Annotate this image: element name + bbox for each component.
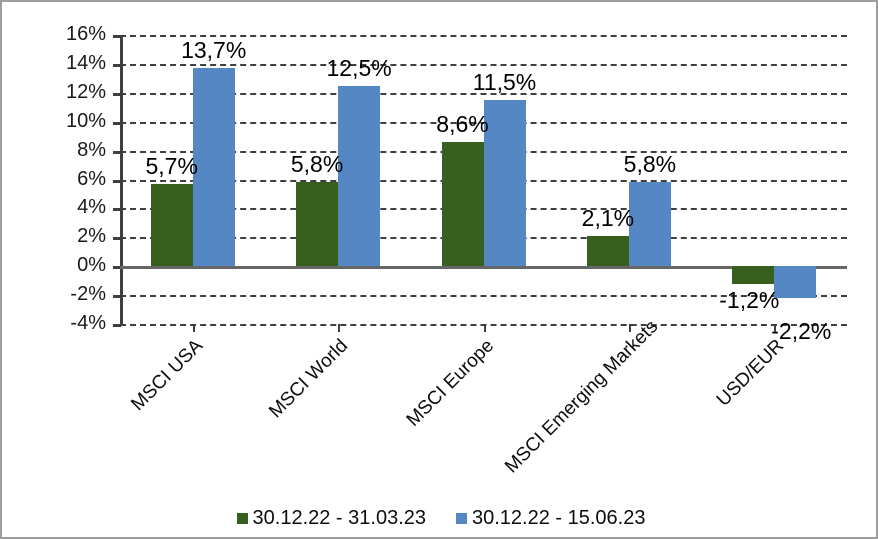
bar-series2[interactable] — [483, 100, 526, 267]
x-axis-category-label: MSCI Emerging Markets — [500, 316, 663, 478]
x-axis-category-label: MSCI Europe — [402, 335, 498, 431]
legend-item-1[interactable]: 30.12.22 - 31.03.23 — [236, 507, 426, 530]
y-axis-tick — [113, 63, 121, 67]
bar-value-label: 8,6% — [436, 110, 489, 137]
gridline-0 — [120, 266, 847, 270]
legend-item-2[interactable]: 30.12.22 - 15.06.23 — [456, 507, 645, 530]
gridline-14 — [120, 63, 847, 66]
legend-swatch-icon — [456, 513, 467, 524]
bar-series2[interactable] — [338, 85, 381, 267]
y-axis-label: 10% — [65, 109, 106, 132]
x-axis-category-label: MSCI USA — [127, 335, 207, 416]
y-axis-label: 2% — [77, 225, 106, 248]
gridline-12 — [120, 92, 847, 95]
bar-value-label: 11,5% — [472, 69, 537, 96]
y-axis-tick — [113, 121, 121, 125]
y-axis-label: 14% — [65, 51, 106, 74]
bar-value-label: 13,7% — [181, 37, 247, 64]
y-axis-label: 6% — [77, 167, 106, 190]
bar-value-label: 12,5% — [326, 54, 392, 81]
y-axis-label: 4% — [77, 196, 106, 219]
y-axis-tick — [113, 150, 121, 154]
bar-value-label: 2,1% — [581, 204, 635, 231]
y-axis-label: 0% — [77, 254, 106, 277]
y-axis-tick — [113, 92, 121, 96]
y-axis-tick — [113, 179, 121, 183]
bar-value-label: 5,8% — [623, 151, 677, 178]
bar-value-label: -2,2% — [771, 317, 832, 344]
legend-item-label: 30.12.22 - 31.03.23 — [252, 507, 426, 529]
y-axis-tick — [113, 35, 121, 38]
gridline-16 — [120, 35, 847, 37]
bar-series1[interactable] — [296, 182, 339, 267]
y-axis-label: -2% — [70, 283, 106, 306]
x-axis-tick — [774, 324, 777, 332]
x-axis-tick — [338, 324, 341, 332]
bar-series1[interactable] — [732, 266, 775, 284]
plot-area: 5,7% 13,7% 5,8% 12,5% 8,6% 11,5% 2,1% 5,8% -1,2%… — [120, 35, 847, 342]
bar-series1[interactable] — [150, 183, 193, 267]
bar-series1[interactable] — [441, 141, 484, 267]
y-axis-label: 12% — [65, 80, 106, 103]
y-axis-tick — [113, 324, 121, 327]
y-axis-label: 8% — [77, 138, 106, 161]
y-axis-tick — [113, 237, 121, 241]
y-axis-tick — [113, 266, 121, 270]
x-axis-category-label: USD/EUR — [713, 335, 789, 411]
chart-legend: 30.12.22 - 31.03.23 30.12.22 - 15.06.23 — [2, 507, 878, 530]
bar-series1[interactable] — [586, 235, 629, 267]
y-axis-label: -4% — [70, 312, 106, 334]
x-axis-tick — [483, 324, 486, 332]
bar-value-label: 5,8% — [290, 151, 344, 178]
bar-series2[interactable] — [774, 266, 817, 298]
y-axis-tick — [113, 295, 121, 299]
legend-item-label: 30.12.22 - 15.06.23 — [472, 507, 646, 529]
y-axis-label: 16% — [65, 23, 106, 45]
bar-value-label: -1,2% — [719, 286, 780, 313]
x-axis-tick — [192, 324, 195, 332]
x-axis-tick — [628, 324, 631, 332]
legend-swatch-icon — [236, 513, 248, 524]
y-axis-tick — [113, 208, 121, 212]
bar-series2[interactable] — [628, 182, 671, 267]
bar-series2[interactable] — [192, 68, 235, 267]
x-axis-category-label: MSCI World — [265, 335, 353, 423]
gridline-neg2 — [120, 295, 847, 298]
bar-value-label: 5,7% — [145, 152, 198, 179]
